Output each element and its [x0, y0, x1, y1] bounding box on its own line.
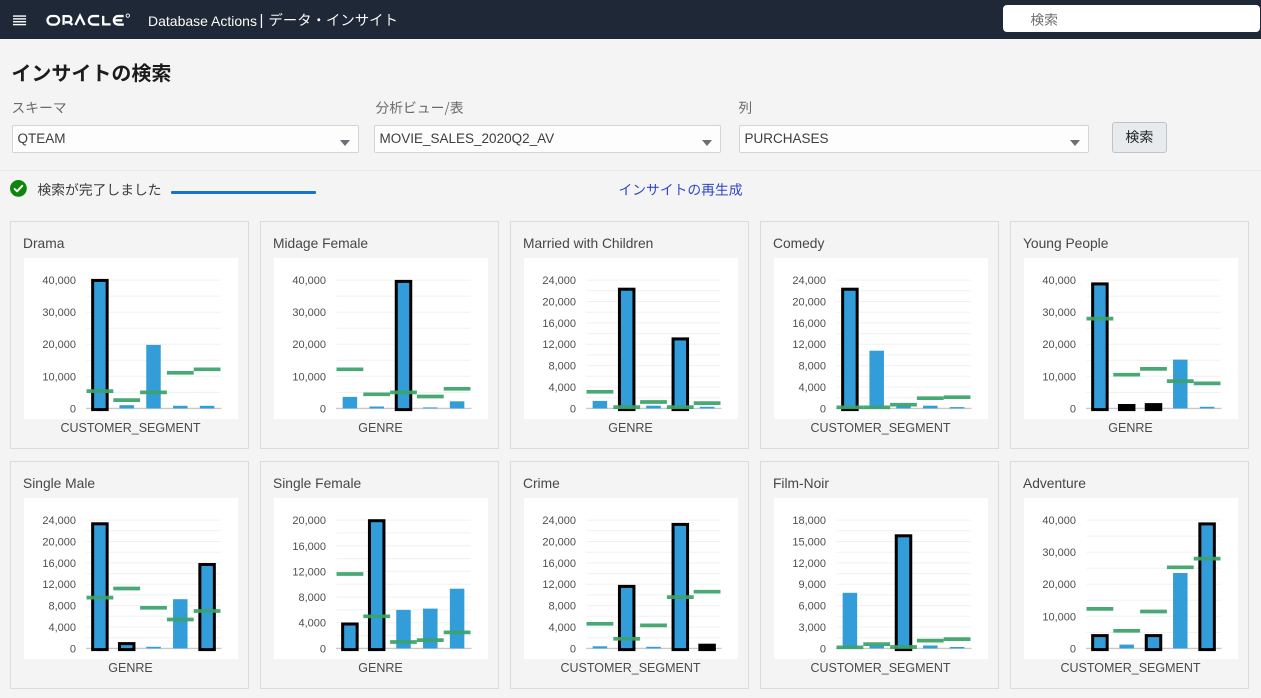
svg-text:16,000: 16,000 [542, 318, 576, 330]
svg-text:0: 0 [570, 403, 576, 415]
svg-text:12,000: 12,000 [542, 579, 576, 591]
svg-text:20,000: 20,000 [292, 339, 326, 351]
svg-text:8,000: 8,000 [298, 592, 326, 604]
svg-text:16,000: 16,000 [542, 558, 576, 570]
svg-text:24,000: 24,000 [42, 515, 76, 527]
svg-text:4,000: 4,000 [548, 382, 576, 394]
svg-text:20,000: 20,000 [292, 515, 326, 527]
svg-text:20,000: 20,000 [542, 297, 576, 309]
svg-text:24,000: 24,000 [542, 275, 576, 287]
svg-text:3,000: 3,000 [798, 622, 826, 634]
svg-text:4,000: 4,000 [298, 618, 326, 630]
svg-text:12,000: 12,000 [792, 558, 826, 570]
svg-text:40,000: 40,000 [1042, 515, 1076, 527]
svg-text:0: 0 [1070, 403, 1076, 415]
svg-text:4,000: 4,000 [48, 622, 76, 634]
svg-text:30,000: 30,000 [292, 307, 326, 319]
svg-text:20,000: 20,000 [42, 537, 76, 549]
svg-text:12,000: 12,000 [42, 579, 76, 591]
svg-text:12,000: 12,000 [292, 566, 326, 578]
svg-text:20,000: 20,000 [1042, 579, 1076, 591]
svg-text:10,000: 10,000 [42, 371, 76, 383]
svg-text:6,000: 6,000 [798, 601, 826, 613]
svg-text:40,000: 40,000 [292, 275, 326, 287]
svg-text:4,000: 4,000 [798, 382, 826, 394]
svg-text:8,000: 8,000 [548, 601, 576, 613]
svg-text:0: 0 [820, 403, 826, 415]
svg-text:24,000: 24,000 [792, 275, 826, 287]
svg-text:4,000: 4,000 [548, 622, 576, 634]
svg-text:20,000: 20,000 [1042, 339, 1076, 351]
svg-text:30,000: 30,000 [42, 307, 76, 319]
svg-text:0: 0 [320, 403, 326, 415]
svg-text:15,000: 15,000 [792, 537, 826, 549]
svg-text:20,000: 20,000 [792, 297, 826, 309]
svg-text:12,000: 12,000 [542, 339, 576, 351]
svg-text:20,000: 20,000 [542, 537, 576, 549]
svg-text:12,000: 12,000 [792, 339, 826, 351]
svg-text:9,000: 9,000 [798, 579, 826, 591]
svg-text:40,000: 40,000 [1042, 275, 1076, 287]
svg-text:0: 0 [1070, 643, 1076, 655]
svg-text:10,000: 10,000 [292, 371, 326, 383]
svg-text:20,000: 20,000 [42, 339, 76, 351]
svg-text:8,000: 8,000 [548, 361, 576, 373]
svg-text:8,000: 8,000 [48, 601, 76, 613]
svg-text:16,000: 16,000 [42, 558, 76, 570]
svg-text:16,000: 16,000 [792, 318, 826, 330]
svg-text:0: 0 [320, 643, 326, 655]
svg-text:0: 0 [70, 403, 76, 415]
svg-text:30,000: 30,000 [1042, 547, 1076, 559]
svg-text:30,000: 30,000 [1042, 307, 1076, 319]
svg-text:0: 0 [70, 643, 76, 655]
svg-text:0: 0 [570, 643, 576, 655]
svg-text:8,000: 8,000 [798, 361, 826, 373]
svg-text:10,000: 10,000 [1042, 611, 1076, 623]
svg-text:16,000: 16,000 [292, 541, 326, 553]
svg-text:0: 0 [820, 643, 826, 655]
svg-text:10,000: 10,000 [1042, 371, 1076, 383]
svg-text:18,000: 18,000 [792, 515, 826, 527]
svg-text:40,000: 40,000 [42, 275, 76, 287]
svg-text:24,000: 24,000 [542, 515, 576, 527]
